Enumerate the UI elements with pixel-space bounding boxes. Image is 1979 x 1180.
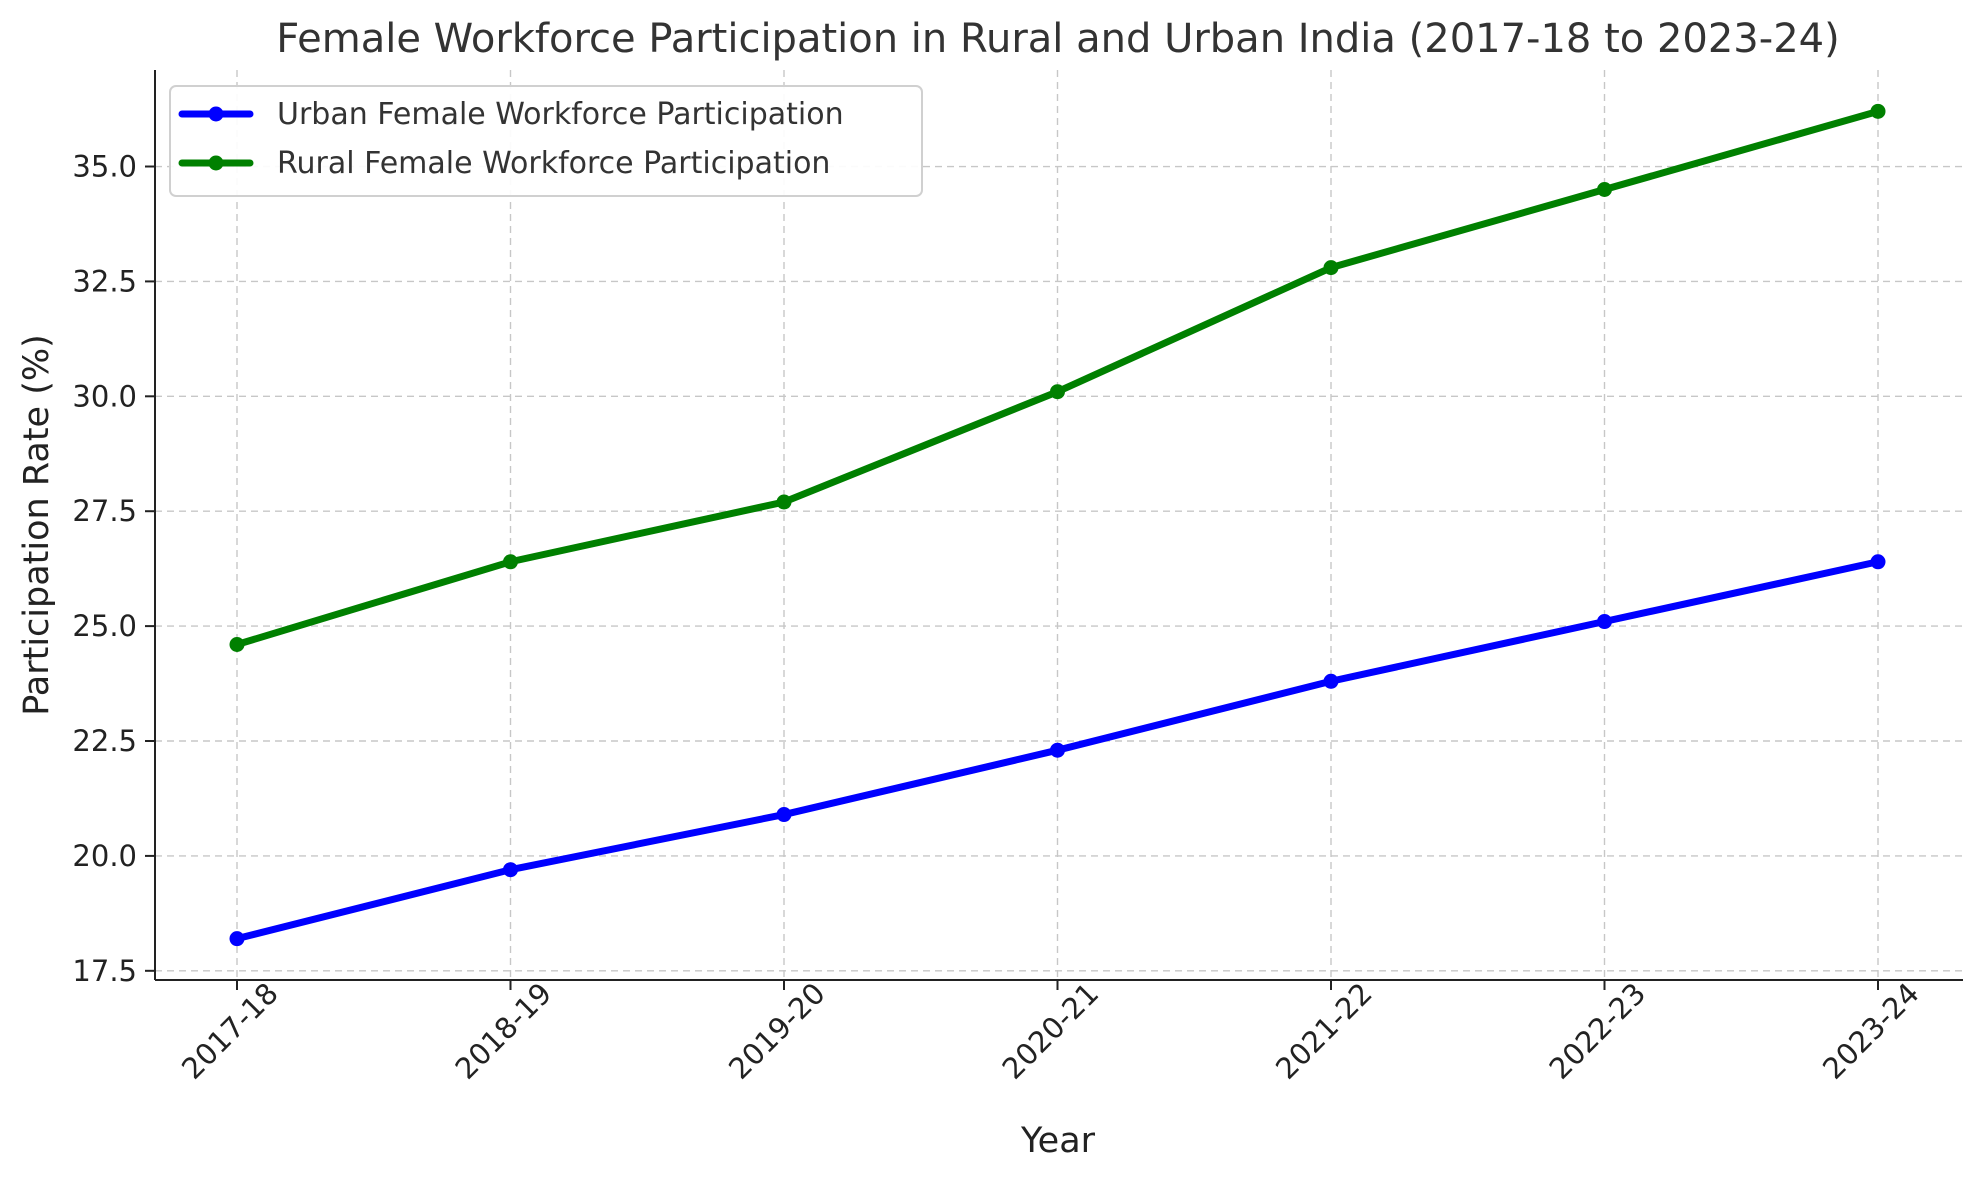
x-tick-label: 2023-24 (1816, 976, 1926, 1086)
data-point-urban (1050, 742, 1065, 758)
legend-box (169, 85, 923, 197)
data-point-urban (1870, 554, 1886, 570)
data-point-rural (503, 554, 518, 570)
y-tick-label: 17.5 (72, 954, 137, 988)
legend-label: Rural Female Workforce Participation (277, 146, 830, 181)
chart-title: Female Workforce Participation in Rural … (276, 16, 1839, 62)
y-tick-label: 25.0 (72, 609, 137, 643)
x-axis-label: Year (1020, 1121, 1096, 1161)
x-tick-label: 2019-20 (722, 976, 832, 1086)
data-point-urban (776, 807, 792, 823)
data-point-urban (503, 862, 518, 878)
data-point-rural (1323, 260, 1339, 276)
axes-layer: 2017-18 2018-19 2019-20 2020-21 2021-22 2022-… (72, 70, 1963, 1086)
data-point-rural (776, 494, 792, 510)
legend-marker (208, 106, 224, 122)
data-point-rural (1050, 384, 1065, 400)
data-point-rural (1870, 103, 1886, 119)
legend-marker (208, 155, 224, 171)
legend: Urban Female Workforce Participation Rura… (169, 85, 923, 197)
series-layer (229, 103, 1886, 947)
x-tick-label: 2020-21 (996, 976, 1106, 1086)
y-tick-label: 22.5 (72, 724, 137, 758)
data-point-urban (1323, 673, 1339, 689)
x-tick-label: 2017-18 (175, 976, 285, 1086)
x-tick-label: 2022-23 (1543, 976, 1653, 1086)
data-point-rural (229, 636, 245, 652)
y-tick-label: 32.5 (72, 264, 137, 298)
y-tick-label: 30.0 (72, 379, 137, 413)
y-axis-label: Participation Rate (%) (17, 334, 57, 716)
data-point-rural (1597, 181, 1612, 197)
legend-label: Urban Female Workforce Participation (277, 97, 844, 132)
y-tick-label: 35.0 (72, 150, 137, 184)
data-point-urban (1597, 614, 1612, 630)
data-point-urban (229, 931, 245, 947)
x-tick-label: 2021-22 (1269, 976, 1379, 1086)
grid-layer (155, 70, 1963, 980)
x-tick-label: 2018-19 (449, 976, 559, 1086)
y-tick-label: 20.0 (72, 839, 137, 873)
y-tick-label: 27.5 (72, 494, 137, 528)
